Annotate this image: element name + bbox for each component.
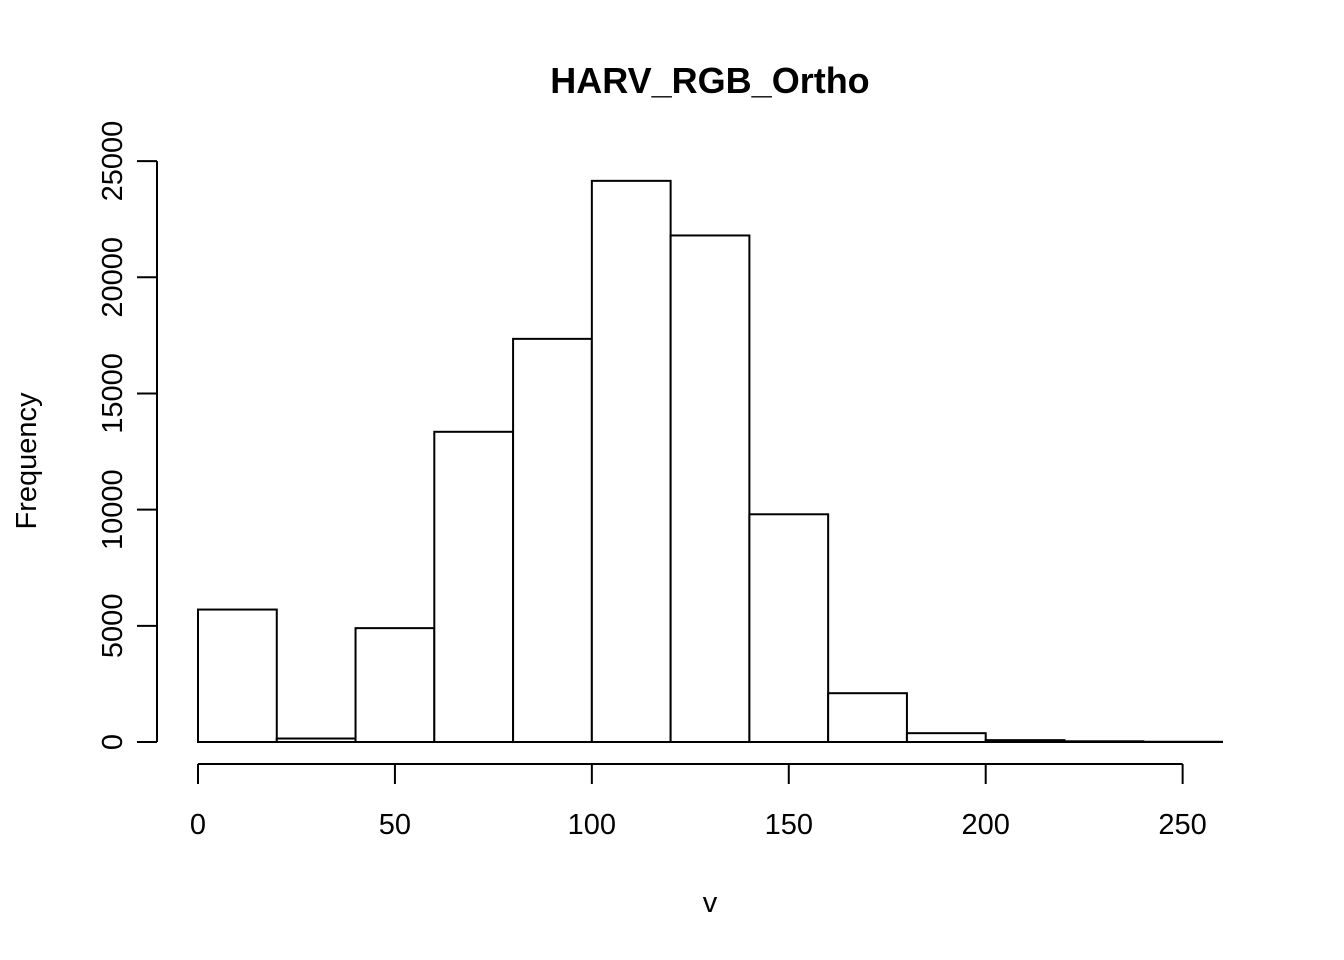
histogram-bar — [748, 513, 830, 743]
y-axis: 0 5000 10000 15000 20000 25000 — [97, 121, 158, 750]
x-axis: 0 50 100 150 200 250 — [190, 763, 1207, 841]
y-tick-label: 15000 — [97, 353, 129, 434]
histogram-bar — [984, 739, 1066, 743]
histogram-bar — [669, 234, 751, 743]
y-tick-label: 5000 — [97, 594, 129, 659]
histogram-bar — [590, 179, 672, 744]
x-tick-label: 0 — [190, 809, 206, 841]
histogram-bar — [905, 732, 987, 744]
histogram-bar — [275, 737, 357, 743]
y-tick-label: 20000 — [97, 237, 129, 318]
x-axis-label: v — [703, 887, 718, 919]
histogram-bar — [197, 608, 278, 744]
y-tick-label: 10000 — [97, 469, 129, 550]
x-tick-label: 250 — [1158, 809, 1206, 841]
y-tick-label: 25000 — [97, 121, 129, 202]
chart-title: HARV_RGB_Ortho — [550, 60, 869, 101]
x-tick-label: 50 — [379, 809, 411, 841]
histogram-bar — [512, 337, 593, 743]
x-tick-label: 100 — [568, 809, 616, 841]
y-tick-label: 0 — [97, 734, 129, 750]
histogram-bar — [433, 430, 515, 743]
x-tick-label: 200 — [962, 809, 1010, 841]
x-tick-label: 150 — [765, 809, 813, 841]
histogram-bar — [827, 692, 908, 744]
histogram-bar — [1063, 740, 1145, 743]
histogram-bar — [354, 627, 436, 744]
y-axis-label: Frequency — [11, 392, 43, 530]
bars-group — [197, 179, 1224, 744]
